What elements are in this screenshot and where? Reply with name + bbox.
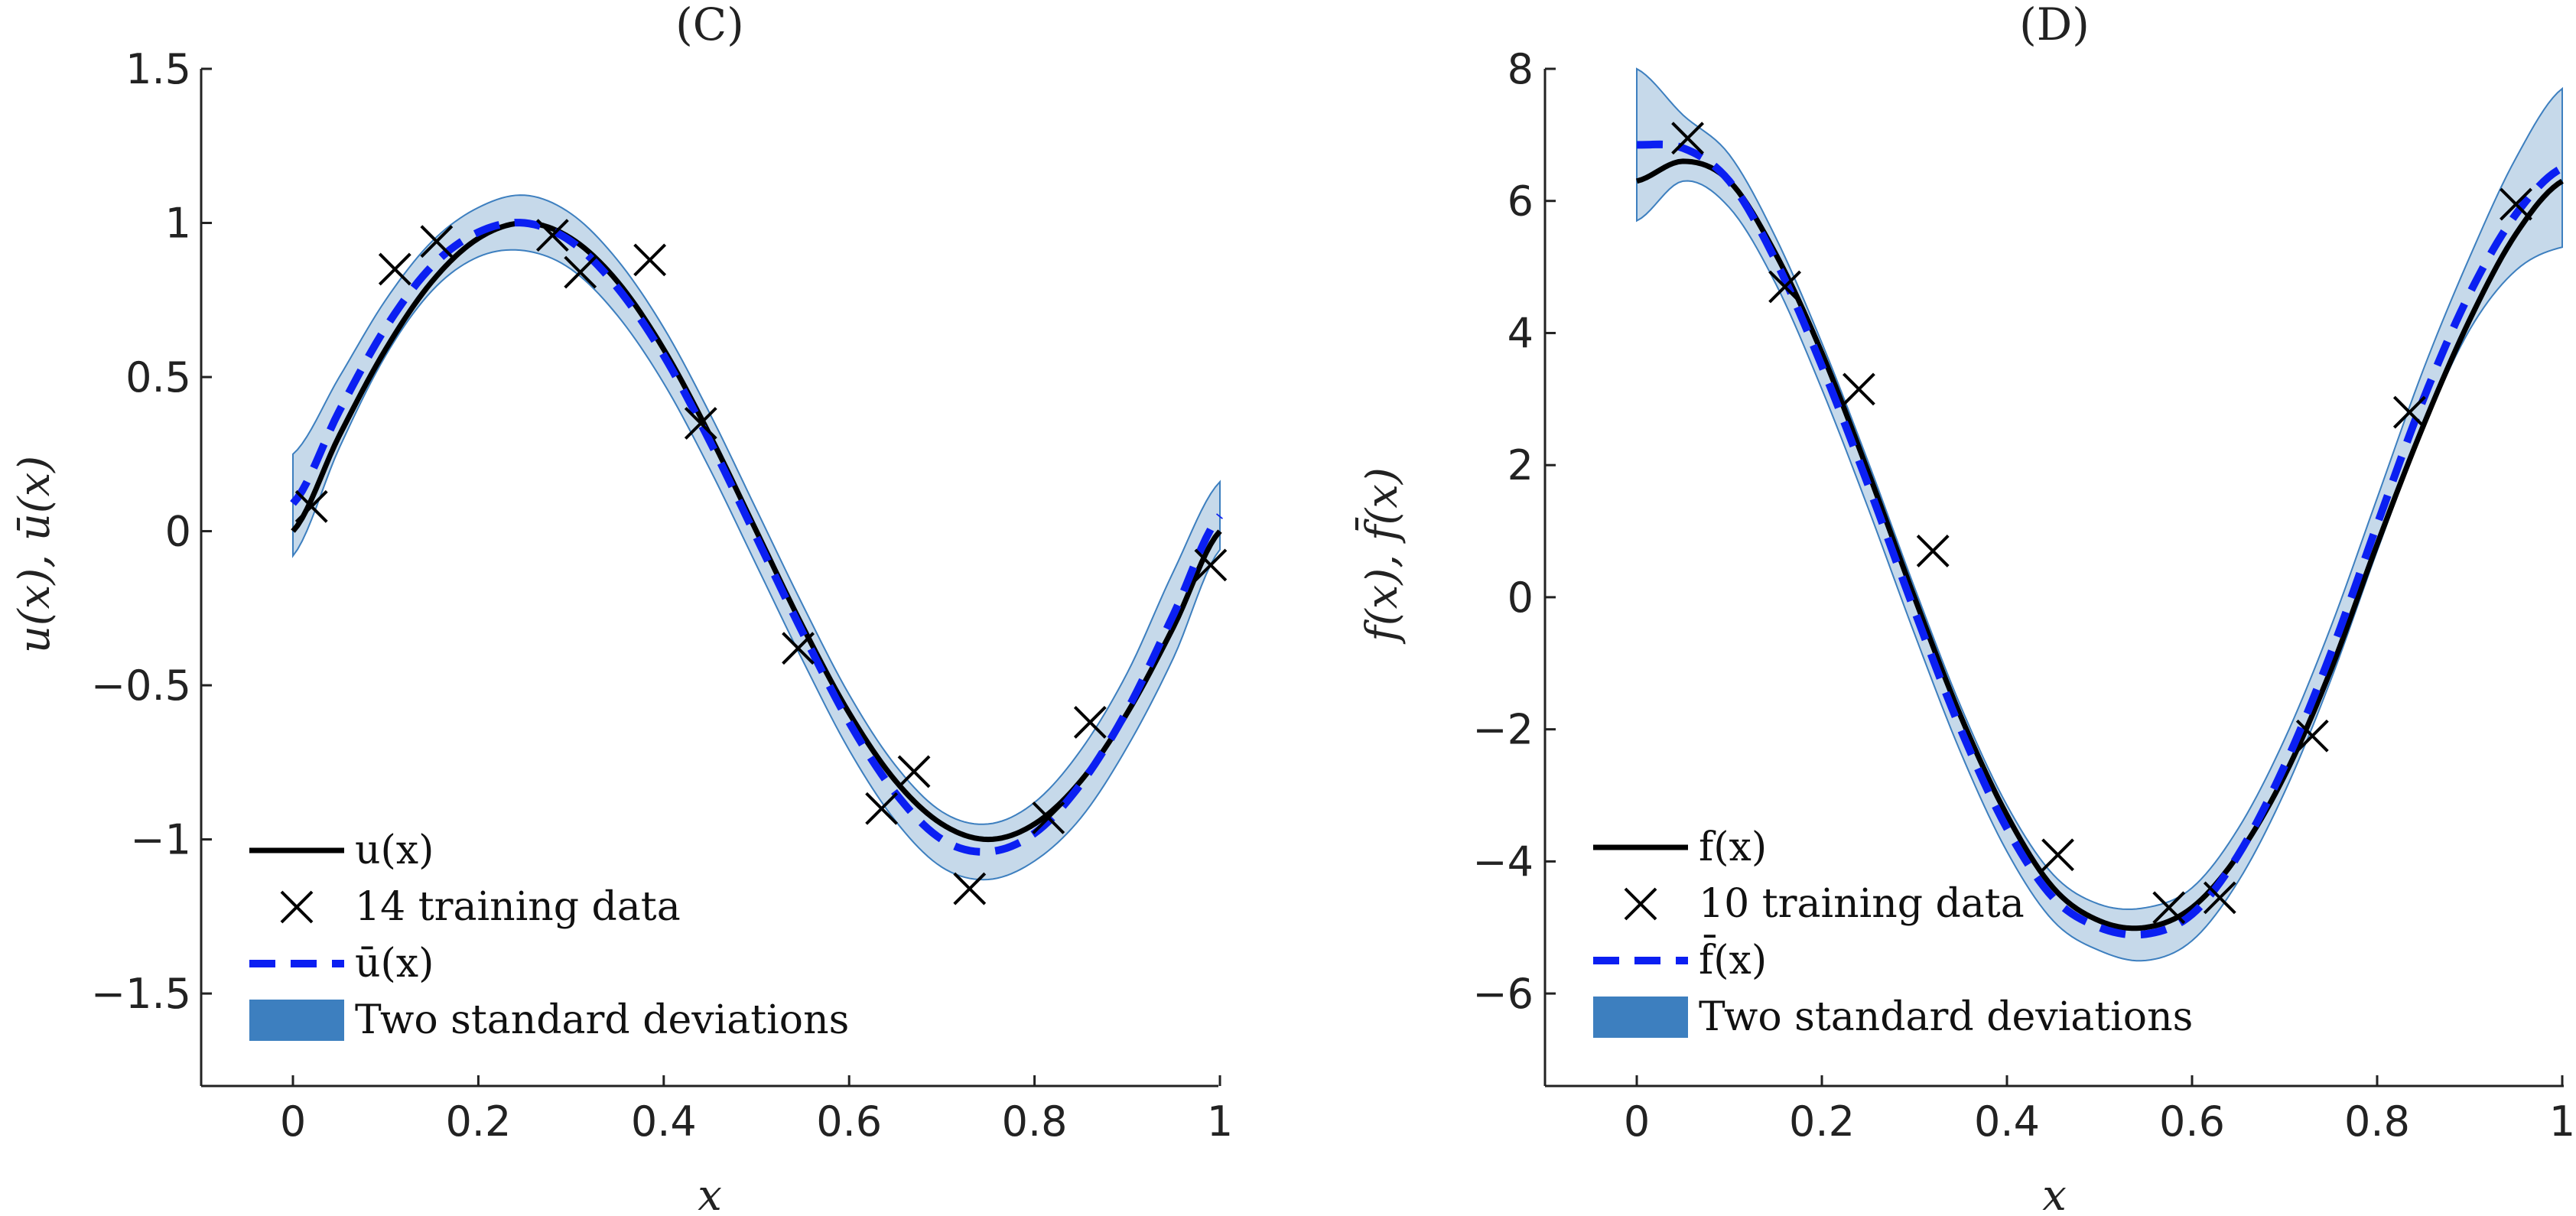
panel-d-xtick-label: 0.4 bbox=[1974, 1097, 2040, 1146]
panel-c-training-point bbox=[633, 243, 667, 277]
panel-c-training-point bbox=[897, 755, 931, 788]
panel-c-true-line bbox=[291, 220, 1222, 843]
panel-d-title: (D) bbox=[2019, 0, 2090, 50]
panel-d-training-point bbox=[2041, 838, 2074, 872]
panel-d-ytick-label: −2 bbox=[1472, 706, 1534, 754]
panel-c-xtick-label: 0.4 bbox=[631, 1097, 697, 1146]
panel-d-xtick-label: 0.6 bbox=[2159, 1097, 2225, 1146]
panel-c-training-point bbox=[564, 255, 597, 289]
panel-c-training-point bbox=[684, 407, 717, 440]
panel-c-legend-band-swatch bbox=[249, 1000, 344, 1041]
panel-d-ylabel: f(x), f̄(x) bbox=[1355, 467, 1407, 645]
panel-d-training-point bbox=[2152, 891, 2186, 925]
panel-c-legend-label: Two standard deviations bbox=[355, 997, 849, 1043]
panel-c-ytick-label: −1 bbox=[130, 816, 191, 864]
panel-d-training-point bbox=[1671, 122, 1704, 155]
panel-d-std-band bbox=[1636, 67, 2563, 962]
panel-c-training-point bbox=[535, 219, 569, 252]
panel-c-training-point bbox=[420, 225, 454, 258]
panel-c-xtick-label: 0.6 bbox=[816, 1097, 882, 1146]
panel-c-title: (C) bbox=[675, 0, 744, 50]
panel-c-ytick-label: −0.5 bbox=[91, 662, 191, 710]
panel-d-legend-marker-swatch bbox=[1624, 887, 1657, 921]
panel-d-training-point bbox=[1916, 535, 1950, 567]
panel-d-ytick-label: 2 bbox=[1508, 441, 1534, 489]
panel-d-xtick-label: 1 bbox=[2549, 1097, 2575, 1146]
panel-c-training-point bbox=[1194, 548, 1228, 582]
panel-d-legend-label: f(x) bbox=[1699, 824, 1767, 870]
panel-c-xtick-label: 0 bbox=[280, 1097, 306, 1146]
panel-d-ytick-label: 4 bbox=[1508, 309, 1534, 357]
panel-c-ytick-label: 0.5 bbox=[125, 353, 191, 402]
panel-c-ytick-label: 0 bbox=[165, 508, 191, 556]
panel-c-legend: u(x) 14 training data ū(x) Two standard dev… bbox=[249, 827, 849, 1043]
panel-d-training-point bbox=[2392, 395, 2426, 429]
panel-d-legend-label: 10 training data bbox=[1699, 881, 2025, 927]
panel-d-ytick-label: −6 bbox=[1472, 970, 1534, 1018]
panel-c-training-point bbox=[953, 872, 987, 905]
panel-d-training-point bbox=[1768, 270, 1802, 304]
panel-c-xtick-label: 0.8 bbox=[1002, 1097, 1068, 1146]
panel-d-training-point bbox=[2500, 187, 2532, 221]
panel-d-ytick-label: 6 bbox=[1508, 177, 1534, 226]
panel-d-xtick-label: 0.8 bbox=[2344, 1097, 2410, 1146]
panel-d-training-point bbox=[2295, 719, 2329, 753]
panel-c-training-point bbox=[294, 489, 328, 523]
panel-d-xlabel: x bbox=[2042, 1171, 2067, 1216]
panel-c-training-point bbox=[1073, 706, 1107, 739]
panel-d-legend-band-swatch bbox=[1593, 997, 1688, 1038]
panel-c-xtick-label: 1 bbox=[1207, 1097, 1233, 1146]
panel-c-training-point bbox=[1032, 801, 1065, 834]
panel-c-ylabel: u(x), ū(x) bbox=[10, 456, 60, 653]
panel-c-legend-label: u(x) bbox=[355, 827, 434, 873]
panel-d-ytick-label: 0 bbox=[1508, 574, 1534, 622]
panel-c-xtick-label: 0.2 bbox=[445, 1097, 511, 1146]
panel-c: −1.5 −1 −0.5 0 0.5 1 1.5 0 0.2 0.4 0.6 0.8 1 (C) x u… bbox=[10, 0, 1233, 1216]
panel-d-legend-label: f̄(x) bbox=[1699, 935, 1767, 984]
panel-d-training-point bbox=[2203, 881, 2236, 915]
panel-c-training-point bbox=[378, 252, 411, 286]
panel-c-ytick-label: 1.5 bbox=[125, 45, 191, 93]
panel-c-training-point bbox=[865, 792, 899, 825]
panel-d-xtick-label: 0.2 bbox=[1789, 1097, 1855, 1146]
panel-d-legend-label: Two standard deviations bbox=[1699, 994, 2193, 1040]
panel-d-xtick-label: 0 bbox=[1624, 1097, 1650, 1146]
panel-d-legend: f(x) 10 training data f̄(x) Two standard de… bbox=[1593, 824, 2193, 1040]
panel-c-legend-label: 14 training data bbox=[355, 884, 681, 930]
panel-d-ytick-label: 8 bbox=[1508, 45, 1534, 93]
panel-d: −6 −4 −2 0 2 4 6 8 0 0.2 0.4 0.6 0.8 1 (D) x f(x), f̄… bbox=[1355, 0, 2575, 1216]
panel-c-legend-label: ū(x) bbox=[355, 941, 434, 987]
panel-c-std-band bbox=[292, 194, 1221, 881]
panel-c-xlabel: x bbox=[698, 1171, 722, 1216]
panel-c-ytick-label: 1 bbox=[165, 200, 191, 248]
panel-d-training-point bbox=[1842, 372, 1875, 406]
panel-d-ytick-label: −4 bbox=[1472, 837, 1534, 886]
panel-c-ytick-label: −1.5 bbox=[91, 970, 191, 1018]
panel-c-legend-marker-swatch bbox=[280, 890, 314, 924]
panel-c-training-point bbox=[782, 632, 815, 665]
